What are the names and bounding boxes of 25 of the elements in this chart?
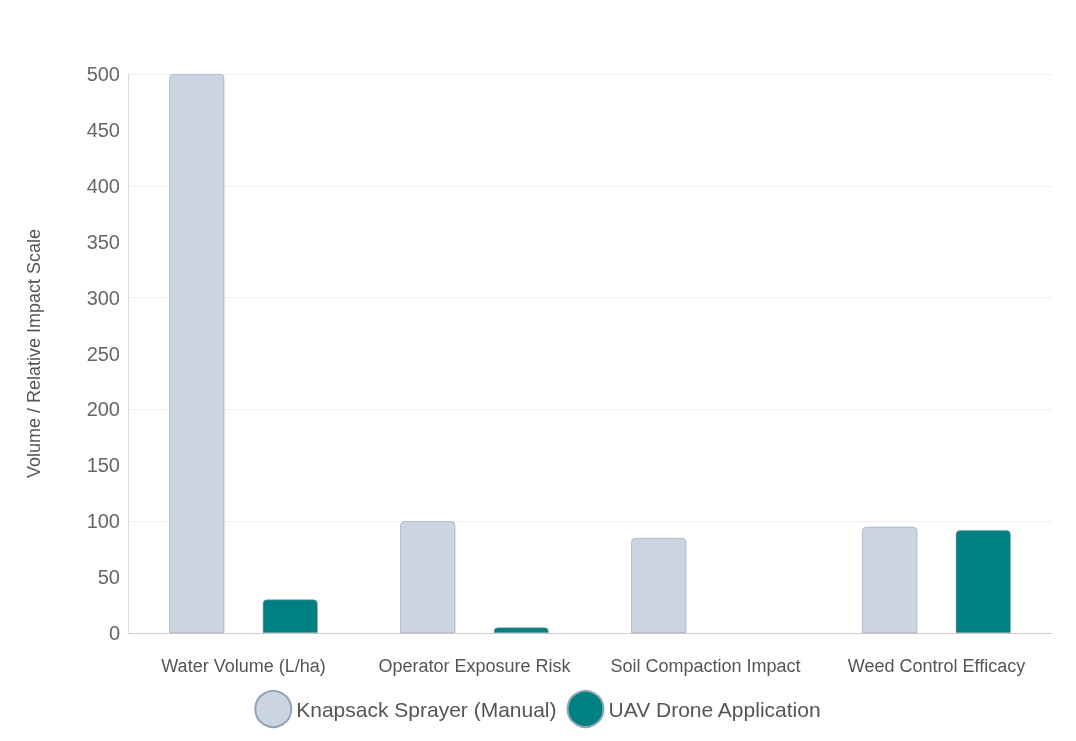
bar bbox=[862, 526, 918, 633]
x-tick-label: Operator Exposure Risk bbox=[378, 656, 572, 676]
x-tick-label: Water Volume (L/ha) bbox=[161, 656, 326, 676]
bar bbox=[400, 521, 456, 633]
bar bbox=[493, 627, 549, 633]
legend-label: Knapsack Sprayer (Manual) bbox=[296, 697, 557, 721]
legend-label: UAV Drone Application bbox=[608, 697, 821, 721]
y-tick-label: 0 bbox=[108, 622, 120, 644]
y-tick-label: 100 bbox=[86, 510, 120, 533]
bar bbox=[955, 530, 1011, 633]
y-tick-label: 250 bbox=[86, 342, 120, 365]
y-tick-label: 350 bbox=[86, 230, 120, 253]
bar bbox=[262, 599, 318, 633]
y-tick-label: 50 bbox=[97, 566, 120, 589]
y-tick-label: 300 bbox=[86, 286, 120, 309]
y-tick-label: 400 bbox=[86, 174, 120, 197]
y-tick-label: 500 bbox=[86, 63, 120, 85]
y-axis-title: Volume / Relative Impact Scale bbox=[24, 228, 44, 479]
bar bbox=[169, 74, 225, 633]
x-tick-label: Weed Control Efficacy bbox=[847, 656, 1026, 676]
y-tick-label: 450 bbox=[86, 118, 120, 141]
bar bbox=[631, 537, 687, 633]
y-tick-label: 200 bbox=[86, 398, 120, 421]
y-tick-label: 150 bbox=[86, 454, 120, 477]
x-tick-label: Soil Compaction Impact bbox=[610, 656, 801, 676]
